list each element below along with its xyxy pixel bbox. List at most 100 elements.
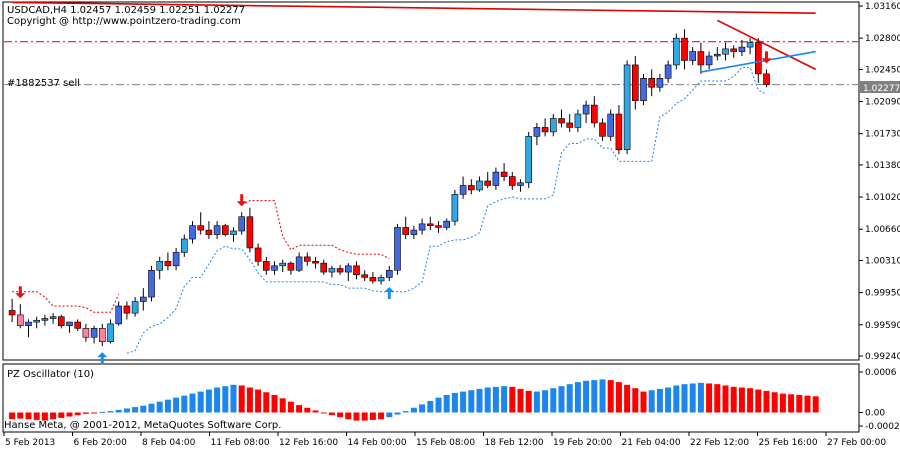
oscillator-bar — [591, 380, 598, 413]
oscillator-bar — [697, 382, 704, 413]
oscillator-bar — [435, 397, 442, 413]
candle-body — [115, 305, 122, 325]
candle-body — [623, 64, 631, 151]
price-tick-label: 1.01380 — [865, 161, 900, 171]
candle-body — [541, 127, 549, 133]
oscillator-bar — [492, 386, 499, 413]
oscillator-bar — [779, 393, 786, 413]
price-tick-label: 1.03160 — [865, 2, 900, 12]
candle-body — [484, 180, 492, 186]
oscillator-bar — [558, 386, 565, 413]
oscillator-bar — [689, 383, 696, 413]
candle-body — [90, 328, 98, 338]
oscillator-bar — [369, 412, 376, 420]
price-axis: 1.03160 1.02800 1.02450 1.02090 1.01730 1.013… — [859, 2, 900, 432]
oscillator-bar — [99, 411, 106, 413]
oscillator-bar — [443, 394, 450, 413]
oscillator-bar — [320, 412, 327, 414]
oscillator-bar — [419, 404, 426, 413]
price-tick-label: 0.99240 — [865, 352, 900, 362]
oscillator-bar — [263, 392, 270, 413]
candle-body — [558, 118, 565, 124]
candle-body — [525, 136, 533, 184]
oscillator-bar — [476, 388, 483, 413]
oscillator-bar — [197, 391, 204, 413]
oscillator-bar — [747, 388, 754, 413]
candle-body — [74, 321, 81, 329]
oscillator-bar — [66, 412, 73, 417]
osc-tick-label: 0.00 — [865, 409, 885, 419]
candle-body — [648, 78, 656, 88]
oscillator-bar — [566, 384, 573, 413]
candle-body — [533, 127, 541, 137]
candle-body — [746, 42, 754, 48]
oscillator-bar — [550, 388, 557, 413]
candle-body — [262, 261, 270, 271]
time-tick-label: 6 Feb 20:00 — [74, 438, 128, 448]
trendline — [12, 1, 816, 14]
candle-body — [57, 316, 65, 326]
oscillator-bar — [796, 394, 803, 413]
candle-body — [590, 104, 598, 124]
candle-body — [279, 262, 287, 267]
candle-body — [8, 310, 16, 316]
osc-tick-label: 0.0006 — [865, 368, 897, 378]
candle-body — [476, 180, 483, 191]
candle-body — [640, 78, 647, 101]
time-tick-label: 25 Feb 16:00 — [759, 438, 818, 448]
candle-body — [49, 316, 57, 319]
price-tick-label: 1.01020 — [865, 193, 900, 203]
oscillator-bar — [533, 391, 540, 413]
candle-body — [33, 319, 41, 323]
oscillator-bar — [673, 385, 680, 413]
candle-body — [25, 321, 32, 326]
candle-body — [574, 113, 582, 128]
candle-body — [713, 53, 721, 57]
oscillator-bar — [656, 388, 663, 413]
oscillator-bar — [501, 386, 508, 413]
candle-body — [566, 122, 574, 128]
oscillator-bar — [287, 401, 294, 413]
candle-body — [312, 261, 319, 264]
candle-body — [107, 323, 114, 343]
candle-body — [82, 328, 90, 338]
oscillator-bar — [214, 387, 221, 413]
oscillator-bar — [681, 384, 688, 413]
candle-body — [738, 46, 746, 52]
candle-body — [222, 225, 229, 235]
candle-body — [443, 220, 451, 228]
oscillator-bar — [279, 398, 286, 413]
candle-body — [385, 269, 393, 278]
oscillator-bar — [164, 399, 171, 413]
oscillator-bar — [222, 386, 229, 413]
oscillator-bar — [648, 390, 655, 413]
oscillator-bar — [607, 380, 614, 413]
time-tick-label: 19 Feb 20:00 — [553, 438, 612, 448]
candle-body — [418, 223, 426, 231]
oscillator-bar — [525, 390, 532, 413]
time-tick-label: 27 Feb 00:00 — [827, 438, 886, 448]
trendlines — [12, 1, 817, 73]
candle-body — [672, 37, 680, 66]
oscillator-bar — [665, 387, 672, 413]
candle-body — [140, 296, 147, 302]
oscillator-bar — [132, 407, 139, 413]
candle-body — [254, 247, 262, 262]
candle-body — [287, 262, 295, 271]
oscillator-bar — [615, 382, 622, 413]
candle-body — [500, 171, 508, 177]
trailing-stop-lines — [12, 67, 767, 354]
candle-body — [353, 265, 360, 276]
candle-body — [181, 238, 188, 253]
candle-body — [730, 48, 738, 52]
candle-body — [722, 48, 729, 55]
oscillator-bar — [624, 384, 631, 413]
oscillator-bar — [312, 410, 319, 413]
oscillator-bar — [181, 395, 188, 413]
signal-arrow-up — [384, 287, 395, 299]
candle-body — [517, 182, 524, 186]
signal-arrow-down — [761, 51, 772, 64]
oscillator-bar — [509, 386, 516, 413]
price-tick-label: 1.01730 — [865, 130, 900, 140]
time-tick-label: 11 Feb 08:00 — [211, 438, 270, 448]
